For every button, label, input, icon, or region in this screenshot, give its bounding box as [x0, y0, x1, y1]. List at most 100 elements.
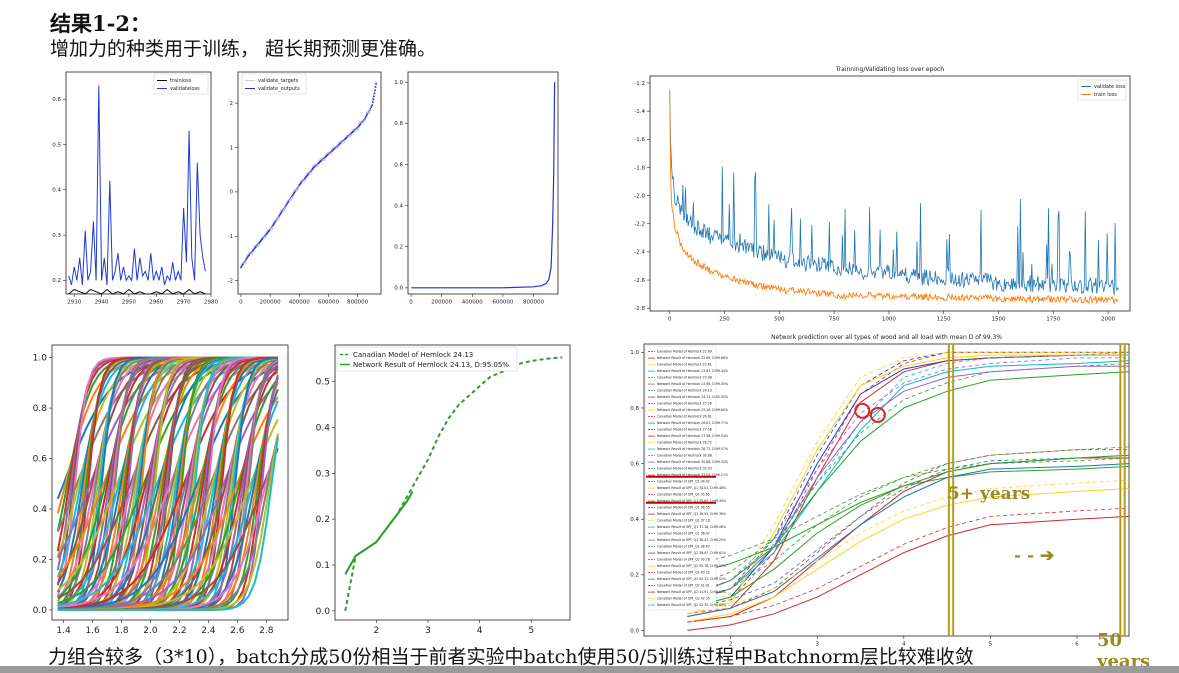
legend-label: Canadian Model of Hemlock 22.69 — [657, 350, 712, 354]
y-tick-label: 0.4 — [33, 505, 48, 515]
plot-frame — [65, 71, 212, 295]
series-network — [687, 457, 1129, 623]
train-validate-epoch-chart: 0 250 500 750 1000 1250 1500 1750 2000 -1.2 -1.4 -1… — [634, 66, 1131, 323]
series-canadian — [687, 446, 1130, 601]
x-tick-label: 600000 — [318, 300, 339, 306]
y-tick-label: 0.3 — [316, 469, 330, 479]
network-prediction-chart: 2 3 4 5 6 0.0 0.2 0.4 0.6 0.8 1.0 Network predictio… — [630, 334, 1130, 648]
y-tick-label: -1.4 — [634, 109, 645, 115]
y-tick-label: 0.3 — [52, 233, 61, 239]
x-tick-label: 3 — [425, 626, 431, 636]
y-tick-label: 0.5 — [52, 142, 61, 148]
y-tick-label: 1 — [230, 145, 234, 151]
x-tick-label: 0 — [668, 317, 672, 323]
chart-title: Network prediction over all types of woo… — [771, 334, 1002, 341]
y-tick-label: 0.8 — [394, 121, 403, 127]
y-tick-label: -1.2 — [634, 81, 645, 87]
legend-box — [241, 73, 307, 95]
legend-label: Canadian Model of Hemlock 24.13 — [353, 351, 473, 359]
target-point — [284, 206, 287, 209]
output-point — [374, 89, 376, 91]
legend-label: trainloss — [170, 78, 192, 84]
y-tick-label: 2 — [230, 101, 234, 107]
target-point — [373, 93, 376, 96]
legend-label: Canadian Model of SPF_Q1 35.65 — [657, 493, 710, 497]
series-network — [687, 354, 1129, 609]
target-point — [303, 178, 306, 182]
many-curves-chart: 1.4 1.6 1.8 2.0 2.2 2.4 2.6 2.8 0.0 0.2 0.4 0.6 0.8 1… — [33, 344, 289, 636]
output-point — [374, 86, 377, 88]
output-point — [246, 256, 249, 259]
y-tick-label: 0 — [230, 190, 234, 196]
target-point — [361, 121, 365, 124]
output-point — [285, 203, 288, 206]
y-tick-label: 0.1 — [316, 561, 330, 571]
y-tick-label: 0.0 — [33, 606, 48, 616]
series-network — [687, 371, 1130, 598]
legend-label: Network Result of Hemlock 33.03, D:99.21… — [657, 473, 728, 477]
y-tick-label: -1.6 — [634, 137, 645, 143]
series-network — [687, 360, 1130, 604]
y-tick-label: 0.4 — [52, 188, 61, 194]
x-tick-label: 200000 — [431, 300, 452, 306]
y-tick-label: 0.4 — [316, 424, 331, 434]
loss-small-chart: 2930 2940 2950 2960 2970 2980 0.2 0.3 0.4 0.5 0.6 t… — [52, 71, 218, 306]
target-point — [336, 146, 339, 149]
output-point — [372, 98, 375, 101]
plot-frame — [51, 344, 289, 621]
red-circle — [854, 402, 871, 419]
x-tick-label: 2.2 — [172, 626, 186, 636]
y-tick-label: -2.4 — [634, 250, 645, 256]
sorted-values-chart: 0 200000 400000 600000 800000 0.0 0.2 0.4 0.6 0.8… — [394, 71, 559, 306]
x-tick-label: 2 — [373, 626, 379, 636]
output-point — [280, 212, 282, 214]
series-canadian — [687, 351, 1129, 609]
y-tick-label: -2 — [228, 279, 233, 285]
x-tick-label: 2.6 — [230, 626, 245, 636]
legend-label: Network Result of SPF_Q2 39.78, D:99.57% — [657, 564, 726, 568]
target-point — [277, 217, 280, 221]
legend-label: Network Result of Hemlock 25.26, D:99.60… — [657, 408, 728, 412]
x-tick-label: 2950 — [122, 300, 136, 306]
x-tick-label: 1000 — [882, 317, 896, 323]
output-point — [371, 101, 374, 104]
legend-label: Network Result of SPF_Q2 41.91, D:99.62% — [657, 590, 726, 594]
y-tick-label: 1.0 — [630, 350, 639, 356]
target-point — [244, 260, 247, 264]
series-canadian — [687, 507, 1130, 623]
x-tick-label: 4 — [477, 626, 483, 636]
series-trainloss — [68, 288, 206, 295]
hemlock-chart: 2 3 4 5 0.0 0.1 0.2 0.3 0.4 0.5 Canadian Model of … — [316, 344, 571, 636]
curve-line — [57, 436, 279, 611]
legend-label: validate_targets — [258, 78, 299, 84]
series-train-loss — [669, 89, 1119, 305]
series-canadian — [687, 454, 1130, 609]
legend-label: Canadian Model of SPF_Q2 42.35 — [657, 597, 710, 601]
legend-label: Canadian Model of SPF_Q2 39.78 — [657, 558, 710, 562]
target-point — [290, 196, 294, 200]
x-tick-label: 4 — [902, 642, 906, 648]
legend-label: Canadian Model of SPF_Q1 37.18 — [657, 519, 710, 523]
y-tick-label: -2.8 — [634, 306, 645, 312]
x-tick-label: 800000 — [347, 300, 368, 306]
output-point — [364, 116, 367, 118]
series-network — [687, 354, 1129, 617]
output-point — [286, 202, 289, 205]
legend-label: Network Result of Hemlock 24.13, D:95.05… — [353, 361, 509, 369]
output-point — [273, 221, 276, 224]
output-point — [375, 83, 377, 85]
series-hemlock — [344, 491, 414, 575]
output-point — [278, 214, 281, 217]
legend-label: Network Result of SPF_Q2 38.67, D:99.61% — [657, 551, 726, 555]
target-point — [350, 133, 353, 136]
x-tick-label: 5 — [528, 626, 534, 636]
output-point — [370, 106, 373, 108]
output-point — [240, 265, 243, 267]
y-tick-label: 0.8 — [33, 404, 48, 414]
plot-frame — [407, 71, 559, 295]
x-tick-label: 3 — [815, 642, 819, 648]
plot-frame — [649, 75, 1131, 312]
y-tick-label: 0.0 — [394, 286, 403, 292]
series-network — [687, 454, 1130, 609]
slide-footer: 力组合较多（3*10），batch分成50份相当于前者实验中batch使用50/… — [48, 646, 974, 668]
